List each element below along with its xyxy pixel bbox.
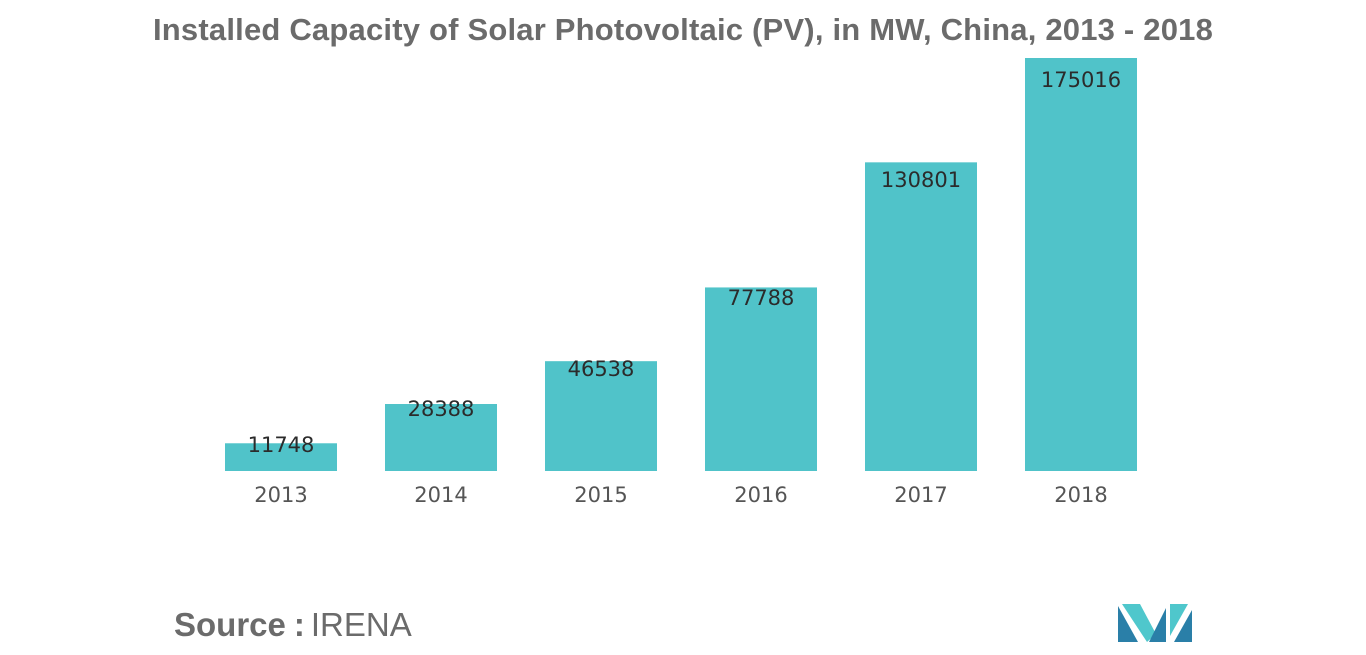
chart-title: Installed Capacity of Solar Photovoltaic… xyxy=(152,12,1214,47)
data-label-2015: 46538 xyxy=(568,357,635,381)
x-tick-label-2015: 2015 xyxy=(574,483,627,507)
bar-2018 xyxy=(1025,58,1137,471)
data-label-2014: 28388 xyxy=(408,397,475,421)
mordor-logo-icon xyxy=(1118,604,1192,642)
data-label-2017: 130801 xyxy=(881,168,961,192)
logo-shape-mid xyxy=(1149,608,1166,642)
source-separator: : xyxy=(293,606,305,643)
logo-shape-right xyxy=(1170,604,1188,636)
x-tick-label-2014: 2014 xyxy=(414,483,467,507)
bar-2013 xyxy=(225,443,337,471)
bar-chart: 11748 2013 28388 2014 46538 2015 77788 2016 1308… xyxy=(225,58,1137,507)
logo-shape-right-bottom xyxy=(1174,610,1192,642)
x-tick-label-2013: 2013 xyxy=(254,483,307,507)
bar-2014 xyxy=(385,404,497,471)
source-label: Source xyxy=(174,606,286,643)
bar-2015 xyxy=(545,361,657,471)
logo-shape-left-top xyxy=(1122,604,1156,642)
source-value: IRENA xyxy=(310,606,412,643)
data-label-2018: 175016 xyxy=(1041,68,1121,92)
x-tick-label-2017: 2017 xyxy=(894,483,947,507)
source-note: Source: IRENA xyxy=(174,606,412,644)
bar-2017 xyxy=(865,162,977,471)
x-tick-label-2016: 2016 xyxy=(734,483,787,507)
logo-shape-left xyxy=(1118,606,1138,642)
data-label-2013: 11748 xyxy=(248,433,315,457)
data-label-2016: 77788 xyxy=(728,286,795,310)
x-tick-label-2018: 2018 xyxy=(1054,483,1107,507)
bar-2016 xyxy=(705,287,817,471)
